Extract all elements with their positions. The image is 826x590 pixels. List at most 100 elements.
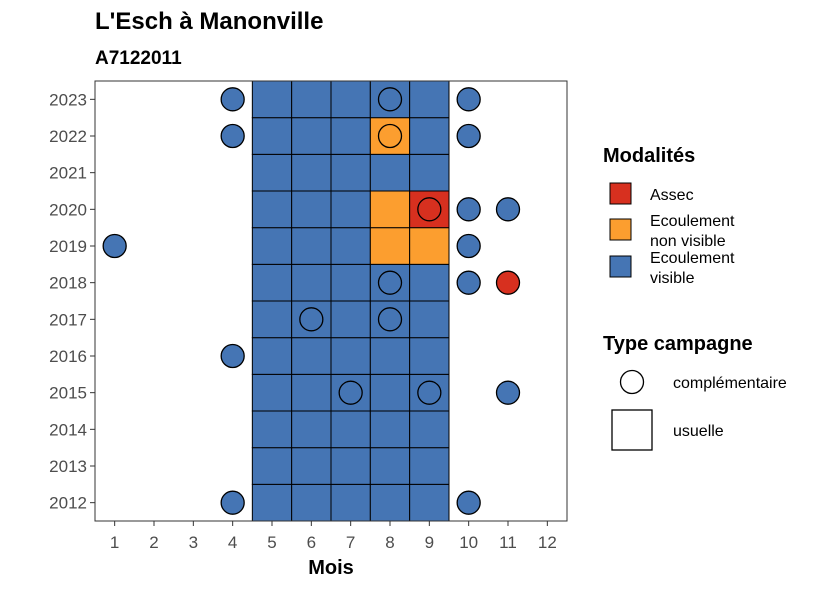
tile-2014-5	[251, 410, 293, 449]
point-2012-10	[456, 490, 481, 515]
x-tick-label-10: 10	[459, 533, 478, 552]
tile-2015-5	[251, 373, 293, 412]
plot-border	[94, 80, 568, 522]
x-tick-label-5: 5	[267, 533, 276, 552]
tile-2015-8	[369, 373, 411, 412]
point-2018-10	[456, 270, 481, 295]
point-2019-1	[102, 233, 127, 259]
tile-2018-6	[291, 263, 332, 302]
tile-2017-9	[409, 300, 450, 339]
legend-type-key-1	[611, 409, 653, 451]
x-tick-label-3: 3	[189, 533, 198, 552]
legend-label-0: Assec	[650, 187, 694, 204]
y-tick-label-2017: 2017	[49, 310, 87, 329]
tile-2018-9	[409, 263, 450, 302]
legend-type-key-0	[619, 369, 645, 395]
tile-2014-9	[409, 410, 450, 449]
tile-2014-7	[330, 410, 371, 449]
tile-2013-8	[369, 447, 411, 485]
legend-key-2	[609, 255, 632, 278]
tile-2013-7	[330, 447, 371, 485]
tile-2020-6	[291, 190, 332, 229]
point-2023-8	[377, 87, 403, 112]
x-tick-label-11: 11	[499, 533, 517, 552]
tile-2016-8	[369, 337, 411, 375]
tile-2016-6	[291, 337, 332, 375]
tile-2013-9	[409, 447, 450, 485]
y-tick-label-2015: 2015	[49, 384, 87, 403]
tile-2023-5	[251, 80, 293, 119]
y-tick-label-2014: 2014	[49, 420, 87, 439]
x-axis: 1 2 3 4 5 6 7 8 9 10 11 12	[110, 521, 557, 552]
tile-2021-5	[251, 153, 293, 192]
tile-2012-8	[369, 483, 411, 522]
tile-2021-7	[330, 153, 371, 192]
legend-label-1: Ecoulement non visible	[650, 213, 735, 250]
point-2023-4	[220, 87, 245, 112]
usuelle-tiles	[251, 80, 450, 522]
y-tick-label-2013: 2013	[49, 457, 87, 476]
tile-2015-6	[291, 373, 332, 412]
y-tick-label-2012: 2012	[49, 494, 87, 513]
tile-2012-5	[251, 483, 293, 522]
y-tick-label-2019: 2019	[49, 237, 87, 256]
tile-2022-5	[251, 117, 293, 155]
y-tick-label-2023: 2023	[49, 90, 87, 109]
point-2022-10	[456, 123, 481, 149]
point-2020-9	[417, 197, 442, 222]
point-2015-9	[417, 380, 442, 405]
tile-2019-7	[330, 227, 371, 265]
tile-2020-7	[330, 190, 371, 229]
tile-2023-9	[409, 80, 450, 119]
y-tick-label-2021: 2021	[49, 164, 87, 183]
tile-2019-6	[291, 227, 332, 265]
point-2015-7	[338, 380, 363, 405]
chart-title: L'Esch à Manonville	[95, 8, 323, 35]
tile-2020-5	[251, 190, 293, 229]
point-2019-10	[456, 233, 481, 259]
point-2020-10	[456, 197, 481, 222]
point-2016-4	[220, 343, 245, 369]
legend-key-0	[609, 182, 632, 205]
legend-key-1	[609, 218, 632, 241]
y-tick-label-2016: 2016	[49, 347, 87, 366]
x-tick-label-6: 6	[307, 533, 316, 552]
x-tick-label-9: 9	[425, 533, 434, 552]
tile-2014-6	[291, 410, 332, 449]
chart-subtitle: A7122011	[95, 48, 182, 69]
x-tick-label-8: 8	[385, 533, 394, 552]
tile-2012-9	[409, 483, 450, 522]
tile-2016-9	[409, 337, 450, 375]
tile-2023-6	[291, 80, 332, 119]
tile-2021-8	[369, 153, 411, 192]
tile-2013-6	[291, 447, 332, 485]
tile-2021-6	[291, 153, 332, 192]
legend-type-title: Type campagne	[603, 333, 753, 355]
tile-2016-5	[251, 337, 293, 375]
tile-2012-7	[330, 483, 371, 522]
tile-2023-7	[330, 80, 371, 119]
x-tick-label-1: 1	[110, 533, 119, 552]
point-2018-11	[495, 270, 521, 295]
point-2017-8	[377, 307, 403, 332]
point-2022-4	[220, 123, 245, 149]
tile-2017-7	[330, 300, 371, 339]
y-tick-label-2022: 2022	[49, 127, 87, 146]
x-tick-label-2: 2	[149, 533, 158, 552]
tile-2017-5	[251, 300, 293, 339]
x-tick-label-4: 4	[228, 533, 237, 552]
legend: Modalités Assec Ecoulement non visibleEcoul…	[603, 145, 787, 451]
y-axis: 2012 2013 2014 2015 2016 2017 2018 2019 2020 2021…	[49, 90, 95, 513]
tile-2019-9	[409, 227, 450, 265]
tile-2020-8	[369, 190, 411, 229]
tile-2018-5	[251, 263, 293, 302]
y-tick-label-2020: 2020	[49, 200, 87, 219]
y-tick-label-2018: 2018	[49, 274, 87, 293]
point-2018-8	[377, 270, 403, 295]
legend-modalites-title: Modalités	[603, 145, 695, 167]
tile-2019-5	[251, 227, 293, 265]
tile-2021-9	[409, 153, 450, 192]
point-2015-11	[495, 380, 521, 405]
x-tick-label-12: 12	[538, 533, 557, 552]
